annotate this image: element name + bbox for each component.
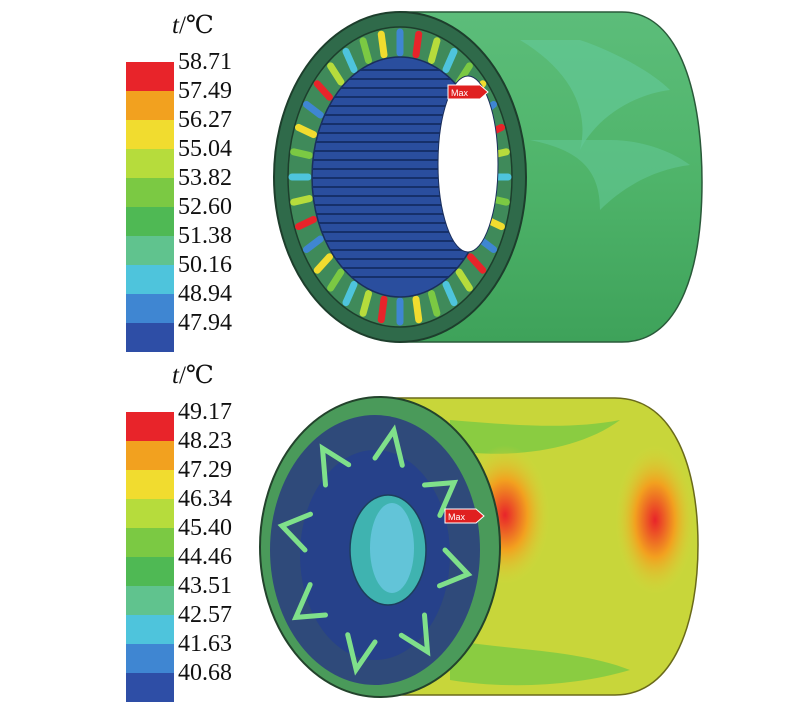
max-temperature-marker: Max	[444, 508, 485, 524]
rotor-magnet-slot	[345, 632, 378, 676]
legend-tick-label: 50.16	[178, 252, 232, 278]
stator-slot	[327, 268, 345, 292]
legend-tick-label: 49.17	[178, 399, 232, 425]
rotor-magnet-slot	[277, 511, 314, 553]
legend-tick-label: 42.57	[178, 602, 232, 628]
max-tag-label: Max	[451, 88, 469, 98]
stator-shell-contour-patch	[520, 40, 670, 150]
legend-color-swatch	[126, 323, 174, 352]
legend-tick-label: 41.63	[178, 631, 232, 657]
legend-color-swatch	[126, 120, 174, 149]
legend-color-swatch	[126, 236, 174, 265]
legend-tick-label: 48.23	[178, 428, 232, 454]
stator-slot	[302, 235, 324, 253]
legend-color-swatch	[126, 178, 174, 207]
stator-temperature-panel: t/℃ 58.71 57.49 56.27 55.04 53.82 52.60 51.38 5…	[0, 0, 800, 352]
stator-slot	[359, 37, 373, 64]
stator-slot	[412, 30, 423, 59]
legend-color-swatch	[126, 586, 174, 615]
legend-tick-label: 53.82	[178, 165, 232, 191]
stator-slot	[427, 37, 441, 64]
legend-tick-label: 48.94	[178, 281, 232, 307]
stator-slot	[442, 47, 458, 74]
legend-unit-label: t/℃	[172, 10, 214, 40]
rotor-magnet-slot	[319, 443, 352, 488]
stator-shell-contour-patch	[530, 140, 690, 210]
unit-suffix: /℃	[178, 362, 214, 389]
max-tag-label: Max	[448, 512, 466, 522]
rotor-shell-contour-patch	[450, 640, 630, 686]
unit-symbol: t	[172, 12, 179, 39]
legend-color-swatch	[126, 557, 174, 586]
stator-slot	[342, 47, 358, 74]
legend-color-swatch	[126, 615, 174, 644]
stator-slot	[455, 268, 473, 292]
rotor-shell-contour-patch	[450, 420, 620, 454]
rotor-magnet-slots	[277, 424, 473, 676]
stator-slot	[427, 290, 441, 317]
legend-color-swatch	[126, 499, 174, 528]
max-temperature-marker: Max	[447, 84, 489, 100]
legend-tick-label: 47.94	[178, 310, 232, 336]
legend-tick-label: 40.68	[178, 660, 232, 686]
stator-slot	[290, 148, 313, 159]
stator-slot	[290, 195, 313, 206]
rotor-hot-zone	[615, 445, 695, 595]
legend-color-swatch	[126, 441, 174, 470]
stator-slot	[313, 253, 334, 274]
legend-tick-label: 55.04	[178, 136, 232, 162]
legend-color-swatch	[126, 62, 174, 91]
unit-symbol: t	[172, 362, 179, 389]
legend-tick-label: 51.38	[178, 223, 232, 249]
stator-slot	[313, 80, 334, 101]
legend-color-swatch	[126, 528, 174, 557]
legend-color-swatch	[126, 207, 174, 236]
stator-slot	[377, 30, 388, 59]
rotor-magnet-slot	[436, 547, 473, 589]
legend-tick-label: 52.60	[178, 194, 232, 220]
legend-unit-label: t/℃	[172, 360, 214, 390]
legend-color-swatch	[126, 265, 174, 294]
legend-tick-label: 58.71	[178, 49, 232, 75]
stator-bore-opening	[437, 75, 499, 253]
legend-tick-label: 56.27	[178, 107, 232, 133]
stator-slot	[466, 253, 487, 274]
legend-tick-label: 57.49	[178, 78, 232, 104]
legend-color-swatch	[126, 470, 174, 499]
stator-slot	[302, 101, 324, 119]
legend-color-swatch	[126, 91, 174, 120]
legend-tick-label: 44.46	[178, 544, 232, 570]
legend-tick-label: 45.40	[178, 515, 232, 541]
unit-suffix: /℃	[178, 12, 214, 39]
rotor-magnet-slot	[372, 424, 405, 468]
rotor-magnet-slot	[398, 612, 431, 657]
legend-color-swatch	[126, 294, 174, 323]
legend-color-swatch	[126, 412, 174, 441]
stator-slot	[342, 280, 358, 307]
legend-tick-label: 43.51	[178, 573, 232, 599]
legend-tick-label: 47.29	[178, 457, 232, 483]
rotor-3d-model: Max	[259, 396, 699, 698]
stator-slot	[377, 295, 388, 324]
stator-slot	[295, 123, 318, 139]
legend-color-swatch	[126, 149, 174, 178]
rotor-magnet-slot	[421, 479, 459, 518]
stator-slot	[412, 295, 423, 324]
stator-slot	[442, 280, 458, 307]
legend-tick-label: 46.34	[178, 486, 232, 512]
rotor-shaft-bore-inner	[370, 503, 414, 593]
stator-3d-model: Max	[273, 11, 703, 343]
rotor-temperature-panel: t/℃ 49.17 48.23 47.29 46.34 45.40 44.46 43.51 4…	[0, 350, 800, 702]
rotor-magnet-slot	[291, 582, 329, 621]
legend-color-swatch	[126, 673, 174, 702]
legend-color-swatch	[126, 644, 174, 673]
stator-slot	[295, 215, 318, 231]
stator-slot	[359, 290, 373, 317]
stator-slot	[327, 62, 345, 86]
